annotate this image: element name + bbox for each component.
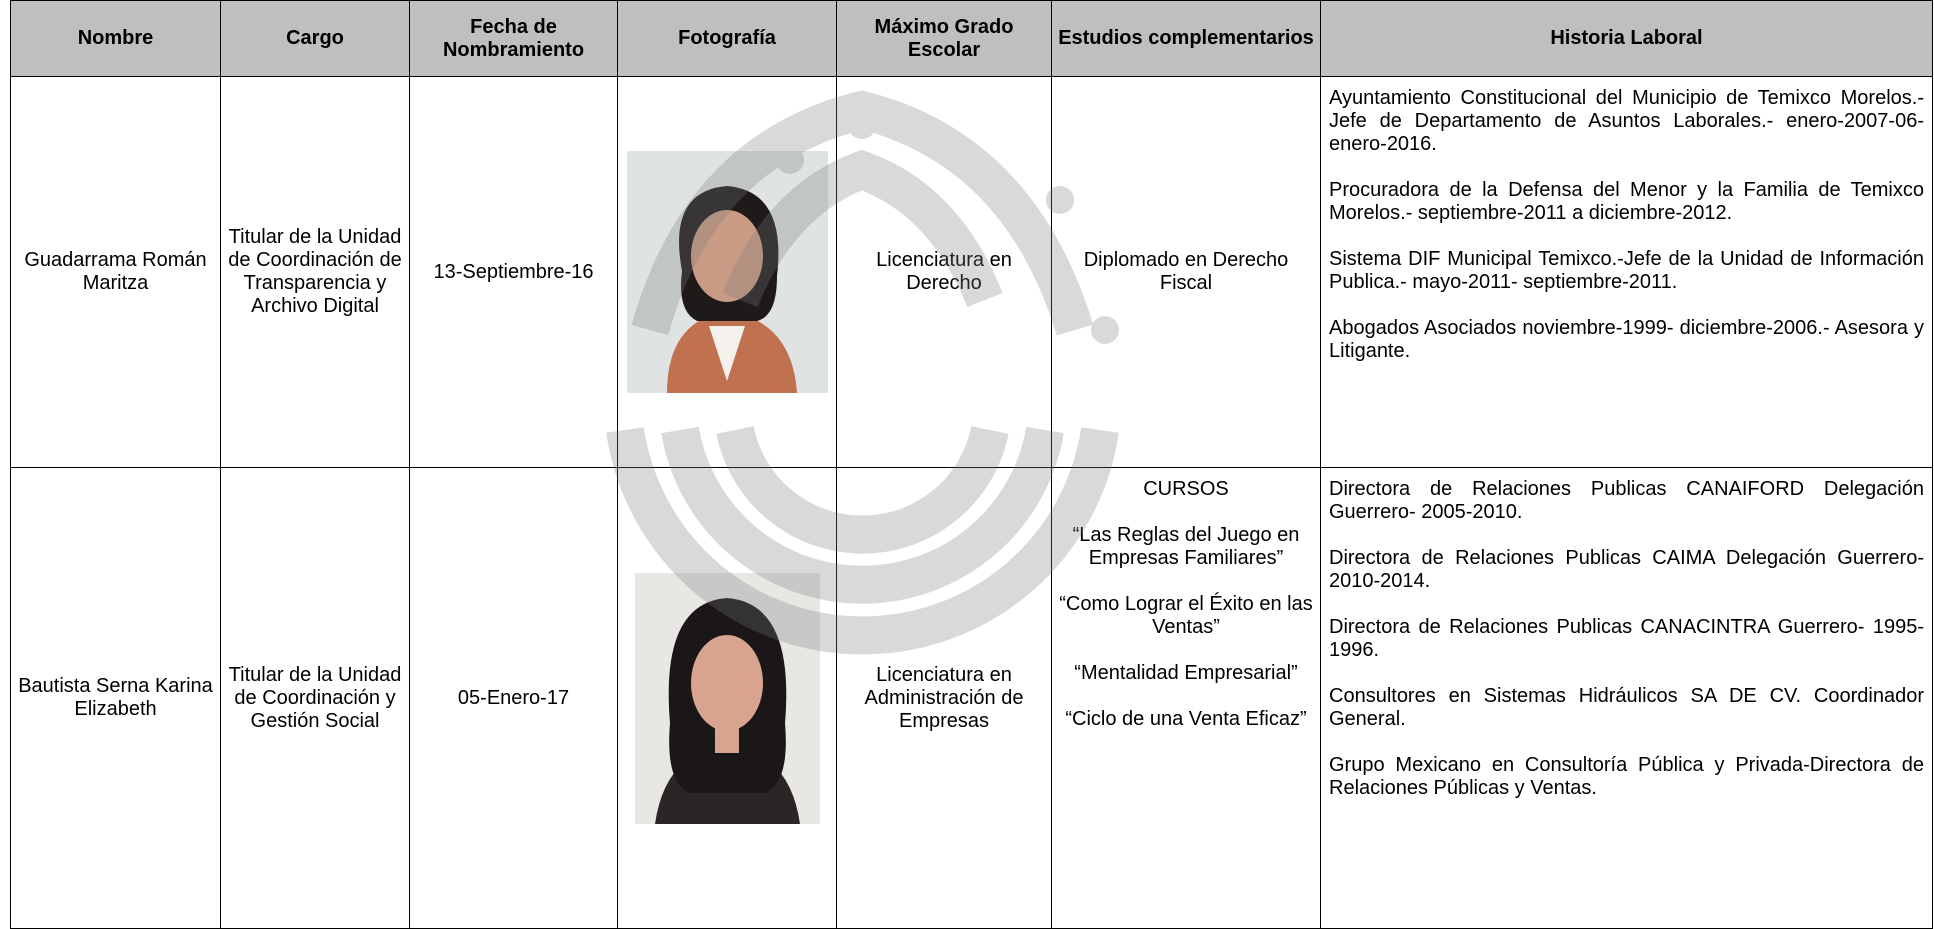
job: Consultores en Sistemas Hidráulicos SA D… — [1329, 685, 1924, 730]
study: “Como Lograr el Éxito en las Ventas” — [1059, 593, 1313, 638]
study: Diplomado en Derecho Fiscal — [1083, 249, 1289, 294]
row: Guadarrama Román Maritza Titular de la U… — [10, 76, 1933, 468]
job: Directora de Relaciones Publicas CANAIFO… — [1329, 478, 1924, 523]
staff-table: Nombre Cargo Fecha de Nombramiento Fotog… — [10, 0, 1933, 929]
header-cell: Máximo Grado Escolar — [836, 0, 1052, 77]
job: Ayuntamiento Constitucional del Municipi… — [1329, 87, 1924, 155]
job: Sistema DIF Municipal Temixco.-Jefe de l… — [1329, 248, 1924, 293]
photo-cell — [617, 76, 837, 468]
job: Directora de Relaciones Publicas CAIMA D… — [1329, 547, 1924, 592]
position: Titular de la Unidad de Coordinación de … — [220, 76, 410, 468]
degree: Licenciatura en Derecho — [836, 76, 1052, 468]
job: Directora de Relaciones Publicas CANACIN… — [1329, 616, 1924, 661]
header-cell: Nombre — [10, 0, 221, 77]
study: “Mentalidad Empresarial” — [1074, 662, 1298, 684]
header-row: Nombre Cargo Fecha de Nombramiento Fotog… — [10, 0, 1933, 77]
name: Guadarrama Román Maritza — [10, 76, 221, 468]
job: Abogados Asociados noviembre-1999- dicie… — [1329, 317, 1924, 362]
studies: CURSOS “Las Reglas del Juego en Empresas… — [1051, 467, 1321, 929]
work-history: Directora de Relaciones Publicas CANAIFO… — [1320, 467, 1933, 929]
degree: Licenciatura en Administración de Empres… — [836, 467, 1052, 929]
job: Grupo Mexicano en Consultoría Pública y … — [1329, 754, 1924, 799]
photo — [634, 572, 820, 824]
date: 05-Enero-17 — [409, 467, 618, 929]
page: {"table": { "headers": ["Nombre", "Cargo… — [10, 0, 1933, 929]
position: Titular de la Unidad de Coordinación y G… — [220, 467, 410, 929]
study: CURSOS — [1143, 478, 1229, 500]
study: “Las Reglas del Juego en Empresas Famili… — [1072, 524, 1300, 569]
header-cell: Cargo — [220, 0, 410, 77]
header-cell: Historia Laboral — [1320, 0, 1933, 77]
study: “Ciclo de una Venta Eficaz” — [1065, 708, 1307, 730]
photo — [626, 151, 828, 393]
date: 13-Septiembre-16 — [409, 76, 618, 468]
name: Bautista Serna Karina Elizabeth — [10, 467, 221, 929]
header-cell: Estudios complementarios — [1051, 0, 1321, 77]
photo-cell — [617, 467, 837, 929]
work-history: Ayuntamiento Constitucional del Municipi… — [1320, 76, 1933, 468]
studies: Diplomado en Derecho Fiscal — [1051, 76, 1321, 468]
job: Procuradora de la Defensa del Menor y la… — [1329, 179, 1924, 224]
row: Bautista Serna Karina Elizabeth Titular … — [10, 467, 1933, 929]
header-cell: Fotografía — [617, 0, 837, 77]
header-cell: Fecha de Nombramiento — [409, 0, 618, 77]
